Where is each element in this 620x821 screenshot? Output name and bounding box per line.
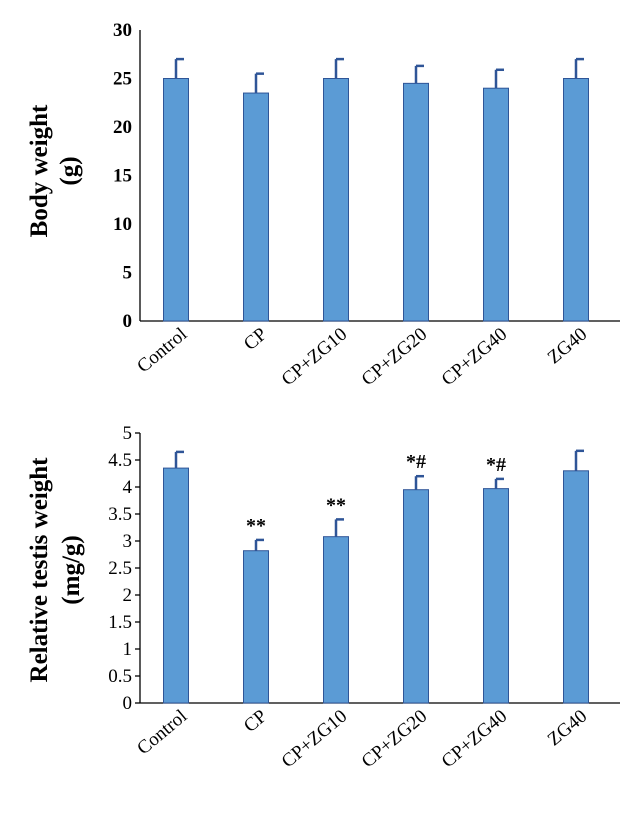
bar-cp-zg10 <box>323 78 349 322</box>
y-tick-label: 20 <box>113 117 132 138</box>
y-tick-label: 4.5 <box>108 450 132 471</box>
x-tick-label: Control <box>133 706 191 759</box>
bar-cp-zg40 <box>483 87 509 322</box>
y-axis-label-line1: Body weight <box>26 104 53 237</box>
significance-label: *# <box>406 451 426 473</box>
x-tick-label: CP+ZG20 <box>358 706 431 772</box>
y-tick-label: 5 <box>123 263 133 284</box>
y-tick-label: 0 <box>123 311 133 332</box>
y-tick-label: 0.5 <box>108 666 132 687</box>
y-axis-label-line2: (g) <box>56 156 83 185</box>
y-tick-label: 3.5 <box>108 504 132 525</box>
significance-label: *# <box>486 454 506 476</box>
y-tick-label: 1 <box>123 639 133 660</box>
x-tick-label: Control <box>133 324 191 377</box>
bar-cp-zg10 <box>323 536 349 704</box>
x-tick-label: CP <box>240 324 271 355</box>
y-axis-label-line1: Relative testis weight <box>26 457 53 683</box>
bar-cp-zg20 <box>403 82 429 322</box>
bar-cp <box>243 550 269 704</box>
y-tick-label: 2.5 <box>108 558 132 579</box>
relative-testis-weight-chart: Relative testis weight (mg/g) 0 0.5 1 1.5 2 2… <box>26 423 620 772</box>
y-tick-label: 3 <box>123 531 133 552</box>
x-tick-label: CP+ZG10 <box>278 324 351 390</box>
y-tick-label: 15 <box>113 166 132 187</box>
bar-cp-zg20 <box>403 489 429 704</box>
y-tick-label: 2 <box>123 585 133 606</box>
y-axis-label-line2: (mg/g) <box>58 535 85 604</box>
bar-cp <box>243 92 269 322</box>
bar-cp-zg40 <box>483 488 509 704</box>
bar-zg40 <box>563 470 589 704</box>
x-tick-label: CP+ZG10 <box>278 706 351 772</box>
x-tick-label: CP+ZG20 <box>358 324 431 390</box>
x-tick-label: CP+ZG40 <box>438 706 511 772</box>
significance-label: ** <box>326 494 346 516</box>
y-tick-label: 10 <box>113 214 132 235</box>
y-tick-label: 30 <box>113 20 132 41</box>
y-tick-label: 25 <box>113 69 132 90</box>
bar-zg40 <box>563 78 589 322</box>
bar-control <box>163 467 189 704</box>
x-tick-label: CP+ZG40 <box>438 324 511 390</box>
significance-label: ** <box>246 515 266 537</box>
x-tick-label: ZG40 <box>544 706 591 751</box>
x-tick-label: ZG40 <box>544 324 591 369</box>
y-tick-label: 4 <box>123 477 133 498</box>
y-tick-label: 1.5 <box>108 612 132 633</box>
bar-control <box>163 78 189 322</box>
y-tick-label: 0 <box>123 693 133 714</box>
x-tick-label: CP <box>240 706 271 737</box>
y-tick-label: 5 <box>123 423 133 444</box>
